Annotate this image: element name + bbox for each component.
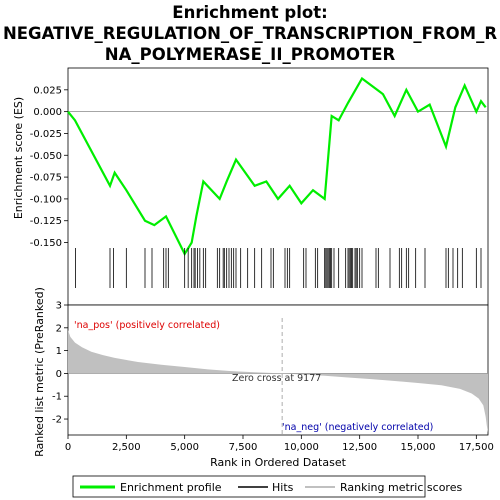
ranked-metric-y-tick-label: -2	[52, 415, 62, 426]
ranked-metric-y-tick-label: 2	[56, 323, 62, 334]
ranked-metric-y-axis-label: Ranked list metric (PreRanked)	[33, 287, 46, 457]
ranking-metric-area	[68, 330, 488, 433]
ranked-metric-panel: -2 -1 0 1 2 3 0 2,500 5,000 7,500 10,000 12,500 15,…	[33, 287, 494, 469]
hit-markers	[75, 248, 482, 288]
rank-x-tick-label: 0	[65, 442, 71, 453]
enrichment-y-ticks: -0.150 -0.125 -0.100 -0.075 -0.050 -0.025 0.00…	[30, 85, 68, 249]
chart-title-line-1: Enrichment plot:	[172, 3, 327, 22]
enrichment-y-tick-label: -0.075	[30, 173, 62, 184]
enrichment-y-tick-label: -0.050	[30, 151, 62, 162]
legend-enrichment-label: Enrichment profile	[120, 481, 222, 494]
zero-cross-label: Zero cross at 9177	[232, 373, 321, 384]
negative-correlation-label: 'na_neg' (negatively correlated)	[282, 422, 433, 433]
legend-ranking-label: Ranking metric scores	[340, 481, 462, 494]
rank-x-tick-label: 10,000	[284, 442, 319, 453]
rank-x-tick-label: 2,500	[112, 442, 141, 453]
ranked-metric-y-tick-label: 0	[56, 369, 62, 380]
enrichment-y-tick-label: -0.025	[30, 129, 62, 140]
ranked-metric-y-tick-label: 1	[56, 346, 62, 357]
chart-title-line-2: NEGATIVE_REGULATION_OF_TRANSCRIPTION_FRO…	[3, 24, 497, 43]
positive-correlation-label: 'na_pos' (positively correlated)	[74, 320, 220, 331]
rank-x-tick-label: 5,000	[170, 442, 199, 453]
rank-x-ticks: 0 2,500 5,000 7,500 10,000 12,500 15,000 17,500	[65, 435, 494, 453]
rank-x-tick-label: 12,500	[342, 442, 377, 453]
enrichment-y-tick-label: 0.025	[33, 85, 62, 96]
enrichment-profile-line	[67, 76, 487, 257]
legend: Enrichment profile Hits Ranking metric s…	[72, 475, 462, 498]
enrichment-y-tick-label: -0.150	[30, 238, 62, 249]
enrichment-y-tick-label: -0.100	[30, 194, 62, 205]
enrichment-y-axis-label: Enrichment score (ES)	[12, 97, 25, 219]
enrichment-panel: -0.150 -0.125 -0.100 -0.075 -0.050 -0.025 0.00…	[12, 67, 489, 318]
ranked-metric-y-tick-label: -1	[52, 392, 62, 403]
enrichment-y-tick-label: 0.000	[33, 107, 62, 118]
enrichment-y-tick-label: -0.125	[30, 216, 62, 227]
legend-hits-label: Hits	[272, 481, 294, 494]
rank-x-tick-label: 15,000	[401, 442, 436, 453]
rank-x-tick-label: 17,500	[459, 442, 494, 453]
chart-title-line-3: NA_POLYMERASE_II_PROMOTER	[105, 45, 396, 64]
enrichment-plot-frame	[67, 67, 489, 306]
ranked-metric-y-ticks: -2 -1 0 1 2 3	[52, 301, 68, 426]
rank-x-tick-label: 7,500	[229, 442, 258, 453]
rank-x-axis-label: Rank in Ordered Dataset	[210, 456, 347, 469]
ranked-metric-y-tick-label: 3	[56, 301, 62, 312]
